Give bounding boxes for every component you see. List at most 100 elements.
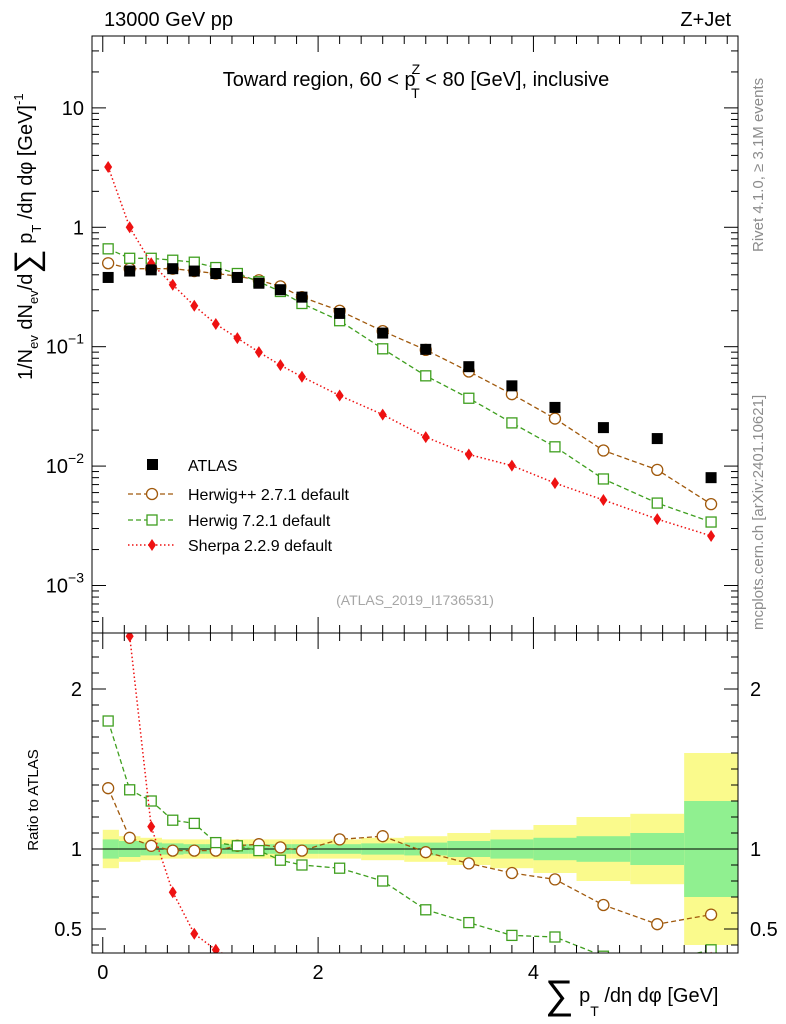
main-point-herwigpp: [102, 257, 115, 270]
main-point-sherpa: [190, 299, 199, 312]
ratio-ylabel: Ratio to ATLAS: [25, 749, 42, 850]
ratio-series-sherpa: [125, 633, 712, 953]
ylabel-c: /d: [15, 274, 37, 291]
ratio-point-herwigpp: [295, 844, 309, 857]
ratio-point-herwigpp: [166, 844, 179, 857]
ratio-point-herwig7: [253, 844, 265, 857]
ratio-point-herwig7: [145, 795, 157, 807]
ratio-point-herwig7: [597, 950, 610, 953]
main-panel: 10 1 10−1 10−2 10−3 Toward region, 60 < pZ T …: [8, 35, 739, 634]
analysis-watermark: (ATLAS_2019_I1736531): [336, 592, 494, 608]
ratio-point-herwig7: [333, 862, 346, 874]
xlabel-sum: ∑: [545, 973, 574, 1017]
ratio-xtick-label: 2: [313, 962, 324, 984]
ratio-point-herwig7: [274, 854, 287, 866]
main-ytick-label: 10−2: [46, 450, 84, 478]
title-sub: T: [411, 85, 420, 101]
main-point-sherpa: [378, 408, 387, 421]
xlabel: ∑ pT /dη dφ [GeV]: [545, 973, 718, 1019]
ratio-point-herwigpp: [274, 841, 287, 854]
main-point-sherpa: [507, 459, 516, 472]
main-point-atlas: [274, 284, 286, 296]
ratio-ytick-label: 1: [71, 839, 82, 861]
main-series-herwig7: [102, 243, 717, 528]
ratio-point-herwigpp: [376, 830, 389, 843]
ylabel-b: dN: [15, 304, 37, 335]
main-ytick-label: 10: [62, 98, 84, 120]
main-point-sherpa: [707, 529, 716, 542]
main-point-atlas: [463, 361, 475, 373]
ratio-ytick-label-right: 0.5: [750, 919, 778, 941]
ratio-point-herwigpp: [704, 908, 718, 921]
ratio-point-herwig7: [102, 715, 114, 727]
main-point-herwig7: [705, 516, 717, 528]
main-point-atlas: [231, 271, 243, 283]
legend-label-sherpa: Sherpa 2.2.9 default: [188, 538, 333, 555]
main-point-herwigpp: [704, 497, 718, 511]
ratio-point-herwigpp: [651, 918, 664, 931]
legend-label-atlas: ATLAS: [188, 458, 238, 475]
ratio-point-herwig7: [549, 931, 561, 943]
main-ytick-label: 10−1: [46, 331, 84, 359]
ratio-point-herwig7: [210, 836, 222, 849]
ratio-point-herwigpp: [188, 844, 201, 857]
title-pre: Toward region, 60 < p: [223, 69, 416, 91]
xlabel-a: p: [574, 985, 591, 1007]
xlabel-a-sub: T: [590, 1003, 599, 1019]
main-point-herwig7: [102, 243, 114, 255]
main-point-sherpa: [421, 431, 430, 444]
header-right: Z+Jet: [680, 9, 731, 31]
main-point-herwig7: [377, 343, 389, 355]
legend-marker-herwig7: [146, 514, 158, 526]
main-point-sherpa: [550, 477, 559, 490]
main-point-herwig7: [463, 392, 475, 404]
ratio-point-herwig7: [231, 840, 244, 852]
main-point-atlas: [124, 265, 136, 277]
main-point-atlas: [188, 265, 200, 277]
main-point-atlas: [334, 307, 346, 319]
ylabel-d: p: [15, 233, 37, 250]
main-point-herwig7: [124, 252, 136, 264]
main-point-atlas: [145, 264, 157, 276]
main-point-atlas: [420, 343, 432, 355]
ratio-point-sherpa: [190, 927, 199, 940]
main-point-atlas: [253, 277, 265, 289]
ylabel-b-sub: ev: [26, 290, 41, 304]
ratio-point-herwigpp: [102, 782, 115, 795]
main-point-herwigpp: [548, 412, 562, 425]
ratio-xtick-label: 4: [528, 962, 539, 984]
main-point-herwig7: [420, 370, 432, 382]
ratio-point-herwig7: [506, 929, 518, 942]
main-ytick-label: 10−3: [46, 569, 84, 597]
ratio-point-herwigpp: [333, 833, 346, 846]
main-point-atlas: [210, 268, 222, 280]
main-point-sherpa: [104, 160, 113, 173]
ratio-point-sherpa: [710, 951, 712, 953]
main-point-sherpa: [125, 221, 134, 234]
ratio-point-herwig7: [420, 904, 432, 916]
ylabel-sum: ∑: [8, 249, 46, 273]
main-point-sherpa: [335, 389, 344, 402]
title-sup: Z: [412, 61, 421, 77]
ratio-point-herwigpp: [123, 831, 136, 844]
header-left: 13000 GeV pp: [104, 9, 233, 31]
main-point-atlas: [296, 291, 308, 303]
ylabel-a: 1/N: [15, 349, 37, 380]
ratio-point-herwig7: [296, 859, 308, 871]
ratio-point-sherpa: [125, 633, 134, 643]
title-post: < 80 [GeV], inclusive: [420, 69, 610, 91]
ratio-point-sherpa: [147, 820, 156, 833]
rivet-label: Rivet 4.1.0, ≥ 3.1M events: [750, 78, 767, 252]
ratio-point-herwigpp: [462, 857, 475, 870]
legend-label-herwig7: Herwig 7.2.1 default: [188, 513, 331, 530]
main-point-sherpa: [464, 448, 473, 461]
ratio-ytick-label: 2: [71, 679, 82, 701]
main-point-sherpa: [297, 370, 306, 383]
ratio-point-herwigpp: [597, 898, 610, 912]
legend-marker-herwigpp: [145, 487, 159, 501]
ratio-ytick-label: 0.5: [54, 919, 82, 941]
ylabel-d-sub: T: [29, 225, 44, 233]
main-point-sherpa: [599, 493, 608, 506]
main-point-herwig7: [506, 417, 518, 429]
main-title: Toward region, 60 < pZ T < 80 [GeV], incl…: [223, 61, 610, 101]
